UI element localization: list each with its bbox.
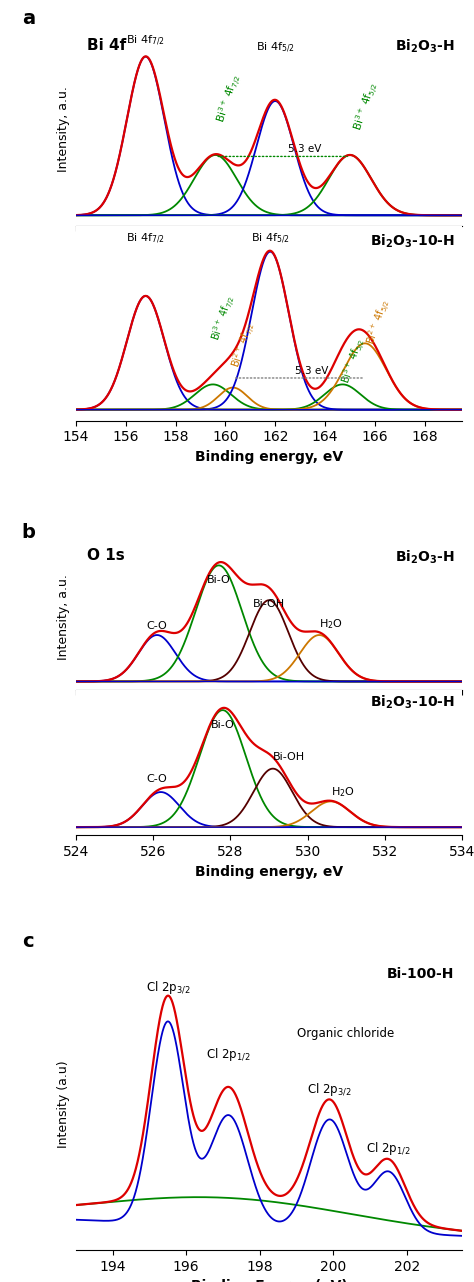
- Text: C-O: C-O: [146, 774, 167, 785]
- Text: O 1s: O 1s: [87, 549, 125, 563]
- Text: Bi$^{2+}$ 4f$_{5/2}$: Bi$^{2+}$ 4f$_{5/2}$: [363, 296, 393, 347]
- Y-axis label: Intensity, a.u.: Intensity, a.u.: [57, 86, 70, 172]
- Text: Bi$^{2+}$ 4f$_{7/2}$: Bi$^{2+}$ 4f$_{7/2}$: [228, 320, 258, 370]
- Text: Bi-100-H: Bi-100-H: [387, 967, 455, 981]
- X-axis label: Binding energy, eV: Binding energy, eV: [195, 450, 343, 464]
- Text: c: c: [22, 932, 33, 951]
- Text: $\mathbf{Bi_2O_3}$-H: $\mathbf{Bi_2O_3}$-H: [394, 38, 455, 55]
- Text: Bi-OH: Bi-OH: [253, 600, 285, 609]
- Text: a: a: [22, 9, 35, 28]
- Text: H$_2$O: H$_2$O: [331, 785, 355, 799]
- Text: Bi-O: Bi-O: [207, 574, 231, 585]
- X-axis label: Binding Energy (eV): Binding Energy (eV): [191, 1279, 347, 1282]
- Text: Bi 4f$_{7/2}$: Bi 4f$_{7/2}$: [126, 232, 165, 246]
- Text: Cl 2p$_{1/2}$: Cl 2p$_{1/2}$: [366, 1140, 411, 1156]
- Y-axis label: Intensity, a.u.: Intensity, a.u.: [57, 574, 70, 660]
- Text: Bi$^{3+}$ 4f$_{7/2}$: Bi$^{3+}$ 4f$_{7/2}$: [213, 72, 245, 126]
- Text: Bi-O: Bi-O: [211, 720, 235, 731]
- Text: 5.3 eV: 5.3 eV: [295, 367, 328, 376]
- Text: 5.3 eV: 5.3 eV: [288, 145, 321, 155]
- Text: Cl 2p$_{3/2}$: Cl 2p$_{3/2}$: [146, 979, 190, 996]
- Text: Bi 4f$_{7/2}$: Bi 4f$_{7/2}$: [126, 33, 165, 47]
- Text: Bi$^{3+}$ 4f$_{5/2}$: Bi$^{3+}$ 4f$_{5/2}$: [337, 336, 368, 386]
- Text: Bi 4f: Bi 4f: [87, 38, 127, 53]
- Text: $\mathbf{Bi_2O_3}$-10-H: $\mathbf{Bi_2O_3}$-10-H: [370, 232, 455, 250]
- Text: Bi$^{3+}$ 4f$_{5/2}$: Bi$^{3+}$ 4f$_{5/2}$: [350, 79, 382, 133]
- Text: Bi$^{3+}$ 4f$_{7/2}$: Bi$^{3+}$ 4f$_{7/2}$: [208, 292, 238, 344]
- Text: Bi 4f$_{5/2}$: Bi 4f$_{5/2}$: [256, 41, 295, 55]
- Text: Bi-OH: Bi-OH: [273, 753, 305, 763]
- Text: C-O: C-O: [146, 622, 167, 631]
- Text: Cl 2p$_{1/2}$: Cl 2p$_{1/2}$: [206, 1047, 251, 1063]
- Text: Cl 2p$_{3/2}$: Cl 2p$_{3/2}$: [308, 1082, 352, 1099]
- Text: H$_2$O: H$_2$O: [319, 618, 343, 631]
- Y-axis label: Intensity (a.u): Intensity (a.u): [57, 1060, 70, 1147]
- Text: $\mathbf{Bi_2O_3}$-H: $\mathbf{Bi_2O_3}$-H: [394, 549, 455, 565]
- Text: b: b: [22, 523, 36, 542]
- X-axis label: Binding energy, eV: Binding energy, eV: [195, 864, 343, 878]
- Text: Bi 4f$_{5/2}$: Bi 4f$_{5/2}$: [251, 232, 290, 246]
- Text: Organic chloride: Organic chloride: [297, 1027, 394, 1040]
- Text: $\mathbf{Bi_2O_3}$-10-H: $\mathbf{Bi_2O_3}$-10-H: [370, 694, 455, 712]
